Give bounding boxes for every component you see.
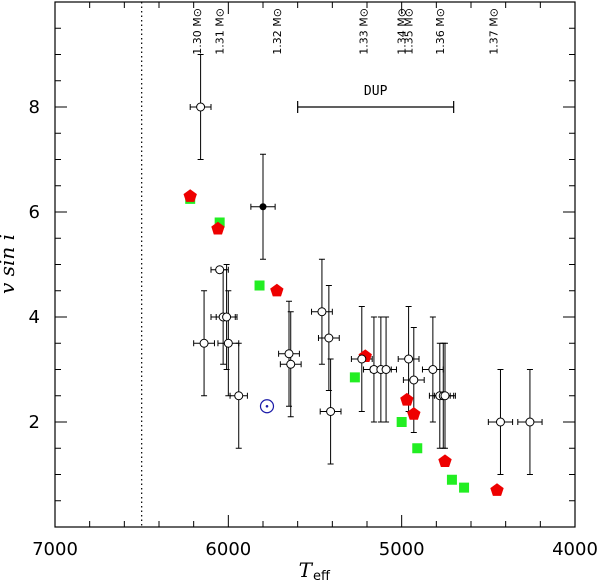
x-axis-title-main: T: [299, 558, 314, 582]
mass-track-label: 1.31 M⊙: [214, 8, 227, 55]
model-square-point: [396, 417, 407, 427]
mass-track-label: 1.36 M⊙: [434, 8, 447, 55]
x-tick-label: 4000: [552, 539, 598, 560]
mass-track-label: 1.30 M⊙: [191, 8, 204, 55]
observed-open-point: [222, 312, 232, 322]
observed-open-point: [286, 359, 296, 369]
y-tick-labels: 2 4 6 8: [29, 97, 40, 433]
observed-open-point: [381, 365, 391, 374]
observed-open-point: [404, 354, 414, 364]
sun-dot: [265, 404, 269, 408]
model-pentagon-point: [400, 392, 414, 406]
observed-open-point: [357, 354, 367, 364]
observed-open-point: [199, 338, 209, 348]
model-pentagon-point: [270, 283, 284, 297]
observed-open-point: [324, 333, 334, 343]
model-pentagon-point: [490, 483, 504, 496]
observed-open-point: [440, 391, 450, 401]
model-square-point: [214, 217, 225, 228]
axis-ticks: [54, 2, 576, 527]
mass-track-label: 1.37 M⊙: [488, 8, 501, 55]
model-square-point: [412, 443, 423, 454]
y-axis-title: v sin i: [0, 234, 19, 294]
model-pentagon-point: [183, 189, 197, 202]
observed-open-point: [223, 338, 233, 348]
observed-filled-point: [259, 203, 267, 211]
y-tick-label: 8: [29, 97, 40, 118]
model-pentagon-point: [211, 221, 225, 235]
sun-ring: [259, 399, 275, 414]
model-red-pentagons: [183, 189, 504, 496]
observed-open-point: [284, 349, 294, 359]
observed-open-point: [196, 102, 206, 112]
dup-label: DUP: [364, 84, 388, 99]
observed-open-point: [495, 417, 505, 427]
model-pentagon-point: [438, 454, 452, 467]
model-square-point: [349, 372, 360, 383]
y-tick-label: 6: [29, 202, 40, 223]
x-axis-title-subscript: eff: [313, 569, 331, 582]
observed-open-point: [525, 417, 535, 427]
model-square-point: [446, 474, 457, 485]
mass-track-label: 1.34 M⊙: [396, 8, 409, 55]
observed-error-bars: [189, 54, 543, 475]
mass-track-label: 1.33 M⊙: [358, 8, 371, 55]
model-square-point: [459, 482, 470, 493]
dup-marker: DUP: [297, 84, 455, 113]
observed-open-point: [234, 391, 244, 401]
mass-track-label: 1.32 M⊙: [271, 8, 284, 55]
observed-points: [196, 102, 535, 427]
x-axis-title: T: [299, 558, 314, 582]
x-tick-label: 6000: [205, 539, 251, 560]
observed-open-point: [317, 307, 327, 317]
observed-open-point: [215, 265, 225, 275]
y-tick-label: 2: [29, 412, 40, 433]
x-tick-label: 7000: [32, 539, 78, 560]
x-tick-labels: 7000 6000 5000 4000: [32, 539, 598, 560]
observed-open-point: [326, 407, 336, 416]
observed-open-point: [409, 375, 419, 385]
model-pentagon-point: [407, 407, 421, 420]
model-square-point: [254, 280, 265, 291]
y-tick-label: 4: [29, 307, 40, 328]
plot-frame: [54, 1, 576, 528]
observed-open-point: [428, 365, 438, 374]
mass-track-label: 1.35 M⊙: [403, 8, 416, 55]
mass-track-labels: 1.30 M⊙ 1.31 M⊙ 1.32 M⊙ 1.33 M⊙ 1.34 M⊙1.35 …: [191, 8, 500, 55]
sun-symbol: [259, 399, 275, 414]
x-tick-label: 5000: [379, 539, 425, 560]
